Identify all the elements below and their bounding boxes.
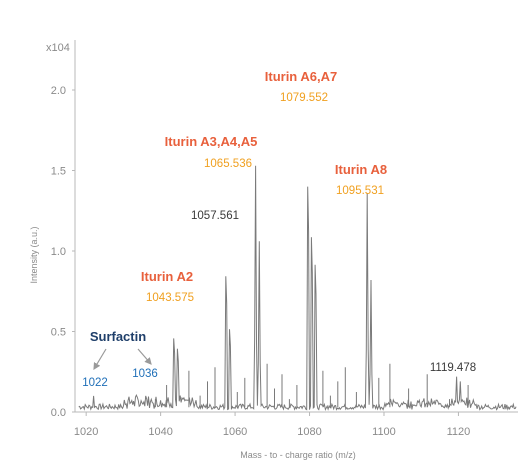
- mz-1043-575: 1043.575: [146, 292, 194, 304]
- y-axis-title: Intensity (a.u.): [29, 226, 39, 283]
- y-tick-label: 1.5: [51, 166, 66, 178]
- x-axis-ticks: 1020 1040 1060 1080 1100 1120: [74, 412, 470, 438]
- x-tick-label: 1040: [148, 426, 172, 438]
- y-axis-ticks: 0.0 0.5 1.0 1.5 2.0: [51, 85, 75, 419]
- x-tick-label: 1080: [297, 426, 321, 438]
- mz-1057-561: 1057.561: [191, 210, 239, 222]
- x-axis-title: Mass - to - charge ratio (m/z): [240, 450, 356, 460]
- y-tick-label: 0.0: [51, 407, 66, 419]
- spectrum-trace: [78, 165, 517, 411]
- y-tick-label: 0.5: [51, 327, 66, 339]
- mz-1036: 1036: [132, 368, 158, 380]
- label-iturin-a6-a7: Iturin A6,A7: [265, 69, 337, 84]
- label-iturin-a8: Iturin A8: [335, 162, 387, 177]
- x-tick-label: 1060: [223, 426, 247, 438]
- label-iturin-a2: Iturin A2: [141, 269, 193, 284]
- label-iturin-a3-a4-a5: Iturin A3,A4,A5: [165, 134, 258, 149]
- x-tick-label: 1120: [447, 426, 471, 438]
- x-tick-label: 1020: [74, 426, 98, 438]
- surfactin-arrow-left: [93, 348, 107, 371]
- mz-1119-478: 1119.478: [430, 362, 476, 374]
- label-surfactin: Surfactin: [90, 329, 146, 344]
- x-tick-label: 1100: [372, 426, 396, 438]
- surfactin-arrow-right: [137, 348, 152, 365]
- y-tick-label: 2.0: [51, 85, 66, 97]
- mz-1022: 1022: [82, 377, 108, 389]
- mz-1065-536: 1065.536: [204, 158, 252, 170]
- mz-1095-531: 1095.531: [336, 185, 384, 197]
- y-multiplier-label: x104: [46, 42, 70, 54]
- y-tick-label: 1.0: [51, 246, 66, 258]
- mz-1079-552: 1079.552: [280, 92, 328, 104]
